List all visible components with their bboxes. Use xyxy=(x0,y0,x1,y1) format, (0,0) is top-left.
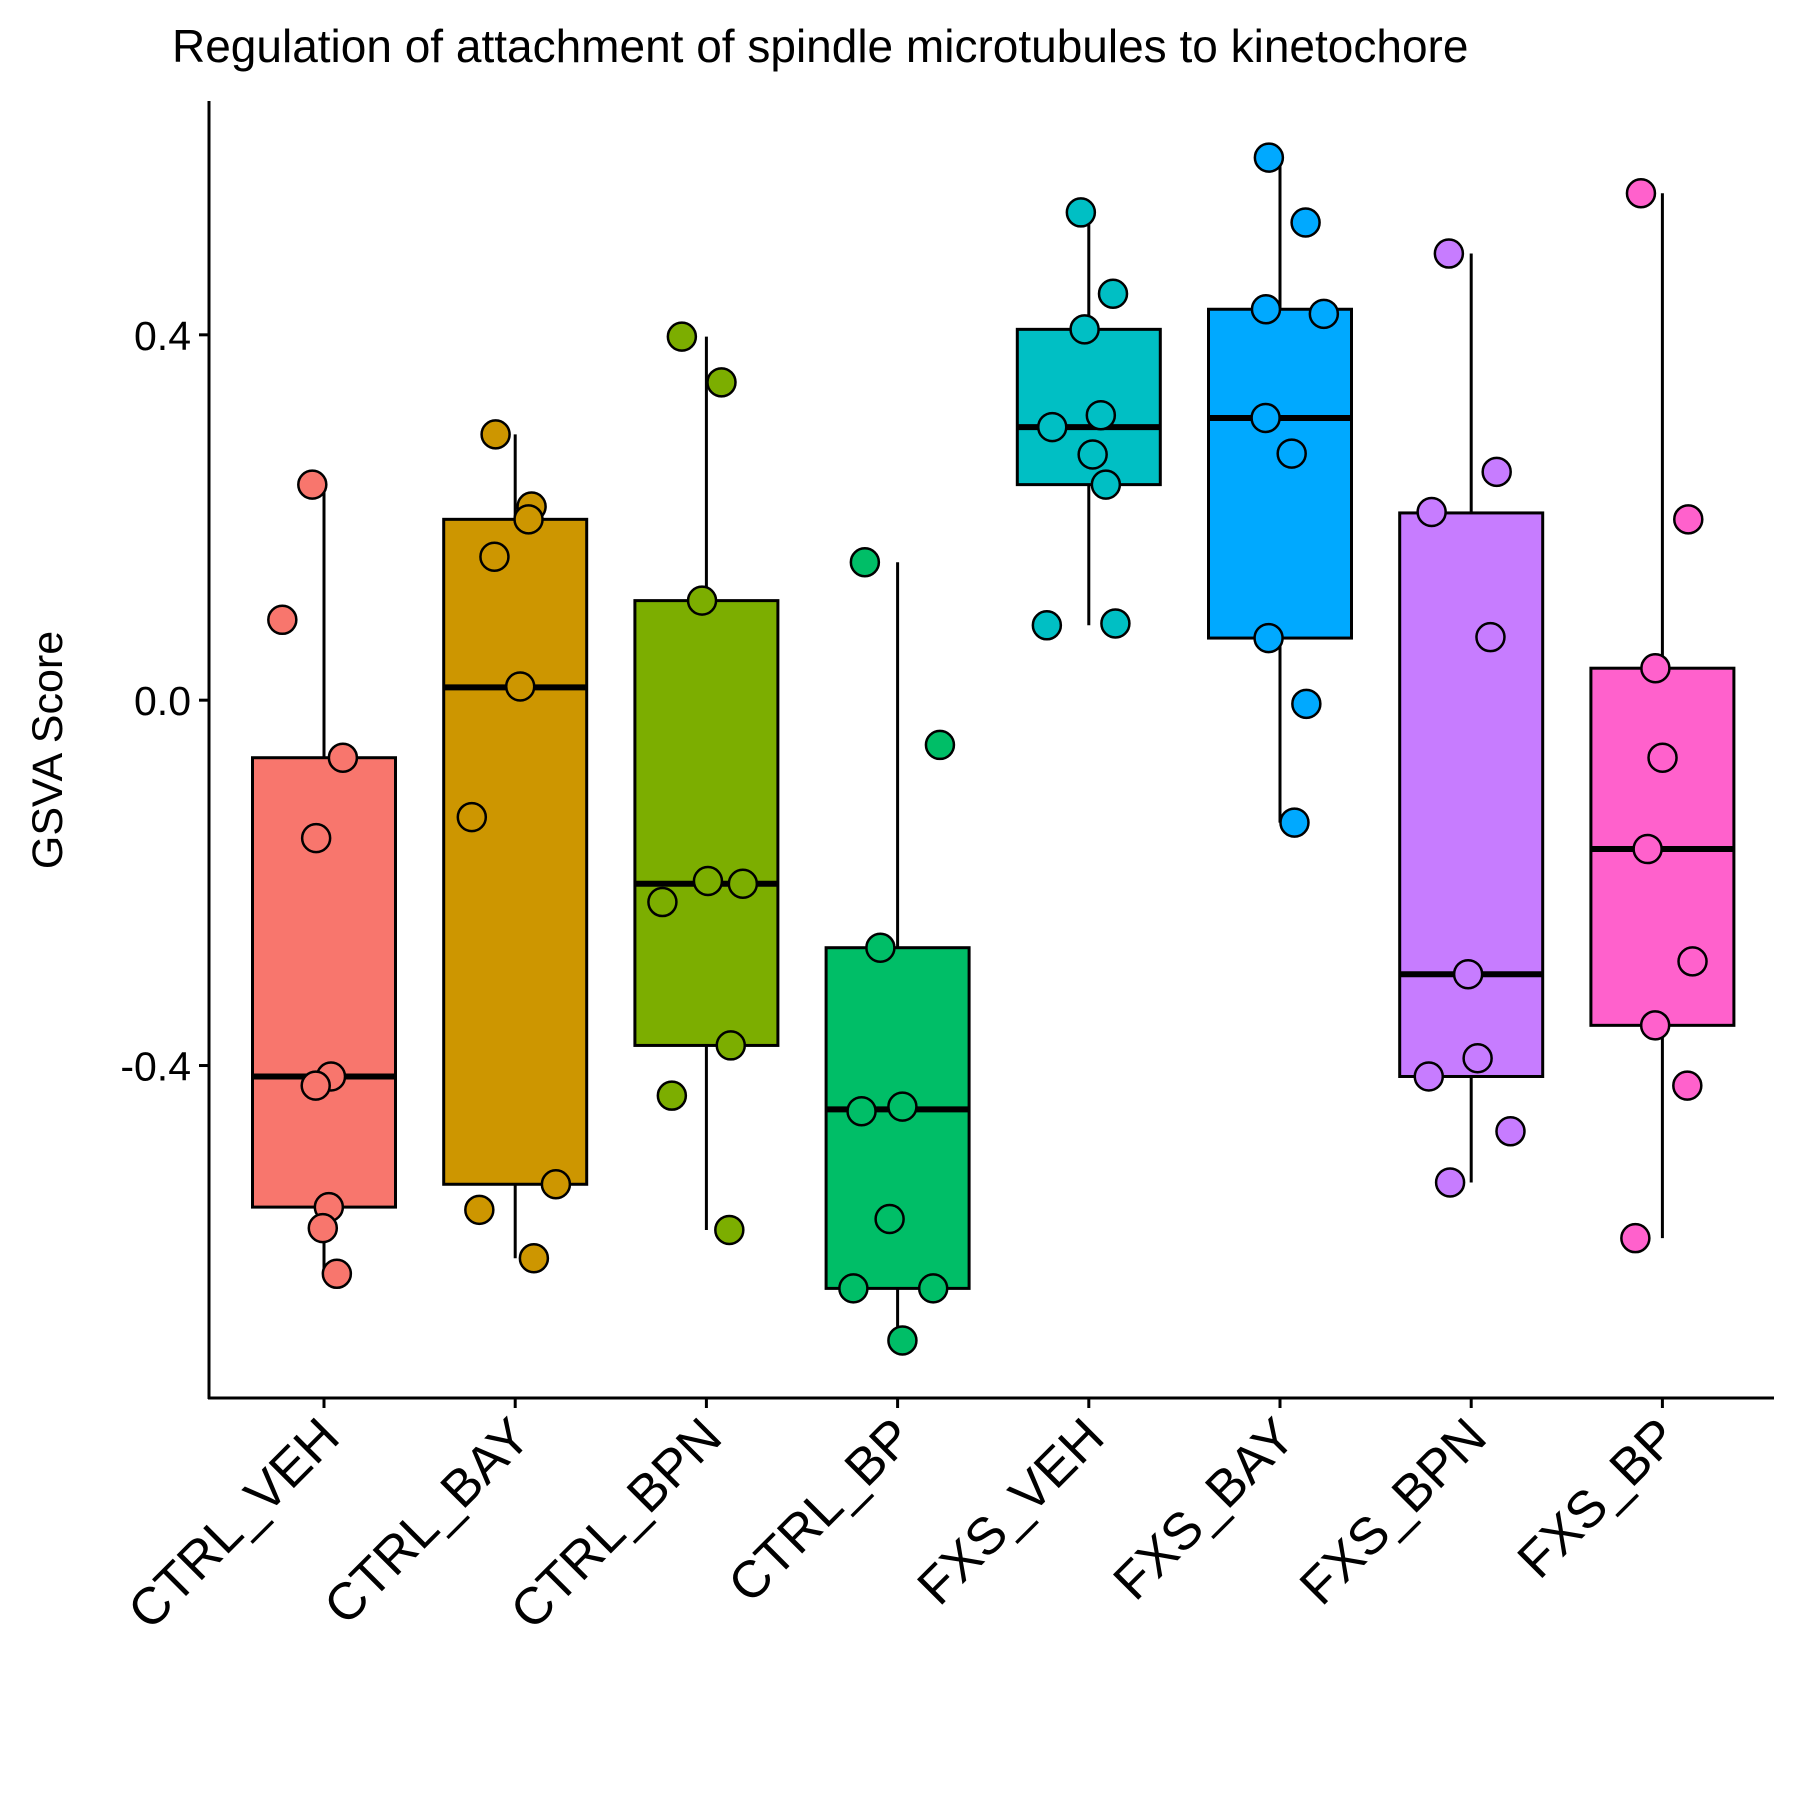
data-point xyxy=(1434,1167,1466,1198)
data-point xyxy=(1250,402,1281,434)
data-point xyxy=(1416,496,1447,528)
data-point xyxy=(1253,622,1284,654)
data-point xyxy=(849,547,881,578)
data-point xyxy=(1279,807,1310,838)
data-point xyxy=(1308,298,1340,330)
data-point xyxy=(1672,1070,1703,1101)
data-point xyxy=(1475,621,1506,653)
data-point xyxy=(1085,399,1117,431)
data-point xyxy=(1037,411,1068,443)
data-point xyxy=(846,1095,877,1127)
data-point xyxy=(1632,833,1663,865)
box xyxy=(1398,511,1545,1078)
box xyxy=(1207,307,1353,640)
x-tick-label: FXS_BP xyxy=(1507,1407,1689,1589)
x-tick-label: FXS_BAY xyxy=(1103,1407,1307,1611)
data-point xyxy=(300,822,332,854)
y-tick-label: -0.4 xyxy=(120,1044,191,1090)
data-point xyxy=(1069,314,1100,345)
data-point xyxy=(297,469,328,500)
data-point xyxy=(1090,469,1122,500)
box xyxy=(442,517,589,1186)
data-point xyxy=(480,419,511,450)
data-point xyxy=(692,865,724,897)
data-point xyxy=(1481,456,1512,488)
data-point xyxy=(838,1273,869,1304)
x-tick-label: FXS_BPN xyxy=(1289,1407,1498,1616)
data-point xyxy=(686,585,718,616)
data-point xyxy=(518,1243,550,1274)
x-tick-label: CTRL_VEH xyxy=(117,1407,350,1640)
data-point xyxy=(1250,294,1282,325)
data-point xyxy=(327,742,359,773)
y-tick-label: 0.0 xyxy=(134,678,191,724)
data-point xyxy=(656,1080,688,1111)
data-point xyxy=(887,1325,918,1356)
data-point xyxy=(267,604,298,636)
data-point xyxy=(540,1169,572,1200)
data-point xyxy=(1495,1116,1526,1147)
data-point xyxy=(1462,1042,1493,1074)
data-point xyxy=(464,1194,495,1226)
data-point xyxy=(1253,142,1285,173)
data-point xyxy=(1433,238,1465,269)
x-tick-label: FXS_VEH xyxy=(907,1407,1116,1616)
data-point xyxy=(1620,1222,1651,1254)
data-point xyxy=(1647,742,1678,773)
data-point xyxy=(1097,278,1129,309)
data-point xyxy=(479,541,510,573)
data-point xyxy=(1100,608,1131,639)
data-point xyxy=(307,1212,339,1244)
data-point xyxy=(706,367,737,398)
data-point xyxy=(647,886,678,918)
data-point xyxy=(1077,439,1108,470)
y-axis-label: GSVA Score xyxy=(24,631,72,869)
data-point xyxy=(1673,504,1704,535)
data-point xyxy=(1452,958,1484,990)
data-point xyxy=(1290,207,1321,238)
x-tick-label: CTRL_BP xyxy=(718,1407,925,1614)
chart-title: Regulation of attachment of spindle micr… xyxy=(172,20,1468,72)
data-point xyxy=(917,1273,949,1304)
data-point xyxy=(1625,178,1657,209)
data-point xyxy=(1677,946,1708,977)
data-point xyxy=(666,321,698,352)
data-point xyxy=(1291,688,1322,720)
data-point xyxy=(714,1214,745,1246)
data-point xyxy=(715,1030,747,1061)
y-tick-label: 0.4 xyxy=(134,313,191,359)
data-point xyxy=(504,671,536,702)
data-point xyxy=(887,1091,918,1122)
box xyxy=(633,599,780,1047)
data-point xyxy=(1276,438,1307,469)
data-point xyxy=(321,1258,353,1290)
data-point xyxy=(1640,652,1671,684)
data-point xyxy=(1639,1010,1671,1041)
data-point xyxy=(1413,1061,1445,1092)
data-point xyxy=(1031,610,1063,641)
data-point xyxy=(513,504,544,535)
data-point xyxy=(865,932,896,963)
data-point xyxy=(874,1203,905,1235)
data-point xyxy=(456,801,488,833)
data-point xyxy=(924,729,956,761)
data-point xyxy=(300,1070,331,1101)
data-point xyxy=(1065,197,1097,228)
data-point xyxy=(727,868,759,900)
